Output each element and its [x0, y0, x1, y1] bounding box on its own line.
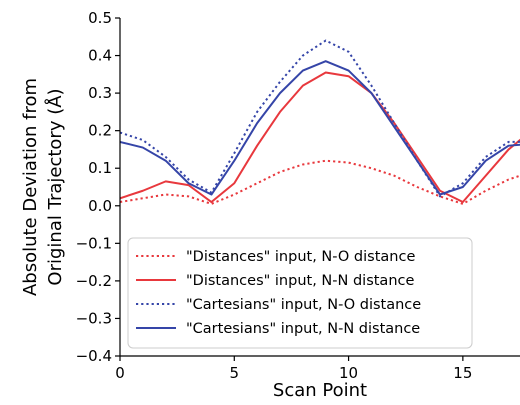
legend-entry-label: "Cartesians" input, N-N distance [186, 321, 420, 337]
legend-entries: "Distances" input, N-O distance "Distance… [136, 249, 421, 337]
y-tick-label: 0.3 [88, 84, 112, 102]
series-line-4 [120, 60, 520, 196]
legend-entry-label: "Distances" input, N-O distance [186, 249, 415, 265]
legend: "Distances" input, N-O distance "Distance… [127, 237, 473, 349]
y-tick-label: −0.4 [76, 347, 112, 365]
y-tick-label: 0.5 [88, 9, 112, 27]
x-tick-label: 5 [230, 364, 240, 382]
y-tick-label: 0.1 [88, 159, 112, 177]
x-axis-label: Scan Point [273, 380, 367, 401]
y-tick-label: −0.3 [76, 309, 112, 327]
series-line-3 [120, 39, 520, 198]
ticks-layer: 0 5 10 15 −0.4 −0.3 −0.2 −0.1 0.0 0.1 0.2 0.3 0.4 0.5 [76, 9, 473, 382]
legend-box [127, 237, 473, 349]
x-tick-label: 0 [115, 364, 125, 382]
y-tick-label: −0.2 [76, 272, 112, 290]
y-tick-label: 0.0 [88, 197, 112, 215]
y-axis-label-line-2: Original Trajectory (Å) [44, 88, 66, 285]
series-layer [120, 39, 520, 205]
y-axis-label-line-1: Absolute Deviation from [20, 78, 41, 296]
y-tick-label: 0.4 [88, 47, 112, 65]
legend-entry-label: "Cartesians" input, N-O distance [186, 297, 421, 313]
x-tick-label: 15 [453, 364, 472, 382]
y-tick-label: 0.2 [88, 122, 112, 140]
legend-entry-label: "Distances" input, N-N distance [186, 273, 414, 289]
axes-layer [119, 18, 520, 357]
y-tick-label: −0.1 [76, 234, 112, 252]
x-tick-label: 10 [339, 364, 358, 382]
series-line-1 [120, 159, 520, 205]
series-line-2 [120, 71, 520, 204]
